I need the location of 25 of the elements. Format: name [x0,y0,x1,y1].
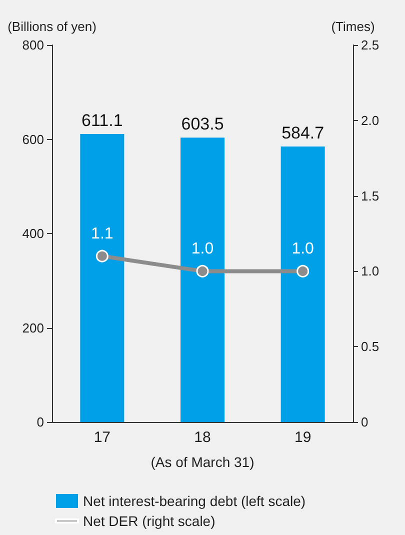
y2-tick-label: 1.5 [361,188,380,204]
data-label: 1.0 [292,240,314,258]
y2-tick-label: 0 [361,414,368,430]
data-label: 1.0 [191,240,214,258]
data-label: 603.5 [181,114,224,134]
data-label: 1.1 [91,225,114,242]
y-tick-label: 800 [22,38,44,52]
y-tick-label: 600 [22,132,44,147]
y2-axis-title: (Times) [331,19,375,34]
y-tick-label: 400 [22,226,44,241]
y-tick-label: 200 [22,320,44,336]
x-tick-label: 19 [294,429,312,446]
x-tick-label: 18 [194,429,211,446]
x-axis-title: (As of March 31) [150,454,254,470]
legend-label: Net DER (right scale) [83,513,216,529]
y-tick-label: 0 [36,414,44,430]
y2-tick-label: 2.5 [361,38,380,52]
y2-tick-label: 0.5 [361,339,380,354]
y2-tick-label: 2.0 [361,112,380,128]
x-tick-label: 17 [94,429,111,446]
legend-label: Net interest-bearing debt (left scale) [83,493,306,509]
y2-tick-label: 1.0 [361,264,380,279]
data-label: 611.1 [82,111,123,130]
data-label: 584.7 [282,123,324,142]
y-axis-title: (Billions of yen) [8,19,96,34]
